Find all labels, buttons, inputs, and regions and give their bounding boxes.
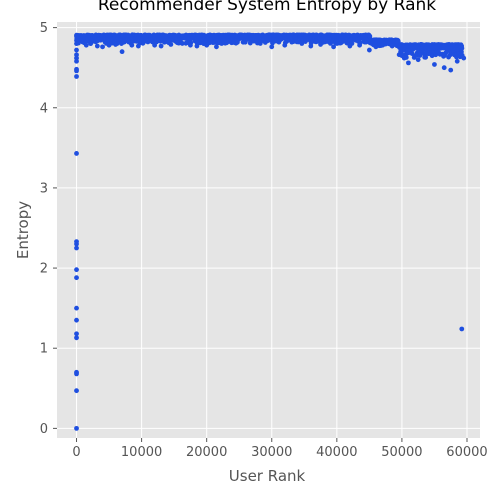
scatter-point-outlier [74, 34, 79, 39]
scatter-point [94, 43, 100, 49]
scatter-point [106, 42, 112, 48]
scatter-point [373, 44, 379, 50]
scatter-point-outlier [74, 275, 79, 281]
scatter-point [119, 49, 125, 55]
scatter-point [399, 53, 405, 59]
axis-ticks: 0 10000 20000 30000 40000 50000 60000 0 1 2 3 4 5 [40, 21, 488, 460]
x-tick-label: 60000 [446, 445, 487, 460]
x-tick-label: 30000 [251, 445, 292, 460]
x-tick-label: 10000 [121, 445, 162, 460]
scatter-point [308, 43, 314, 49]
y-axis-label: Entropy [14, 201, 32, 259]
scatter-point [406, 60, 411, 66]
scatter-point [432, 62, 437, 67]
scatter-point-outlier [74, 47, 79, 53]
scatter-point [422, 54, 428, 60]
plot-background [57, 22, 480, 438]
scatter-point [83, 42, 89, 48]
x-axis-label: User Rank [229, 467, 306, 485]
scatter-point-outlier [74, 305, 79, 311]
y-tick-label: 4 [40, 101, 48, 116]
scatter-point [152, 42, 158, 48]
scatter-point [100, 44, 105, 50]
scatter-point [179, 41, 185, 46]
scatter-point [461, 55, 467, 61]
scatter-point [113, 42, 118, 47]
scatter-point [379, 42, 385, 48]
scatter-point-outlier [74, 331, 79, 337]
scatter-point-outlier [74, 68, 79, 74]
grid-lines [57, 22, 480, 438]
scatter-point [331, 44, 336, 50]
scatter-point-outlier [74, 58, 79, 64]
y-tick-label: 5 [40, 21, 48, 36]
scatter-point-outlier [74, 241, 79, 247]
scatter-point [357, 42, 363, 48]
scatter-point [158, 43, 164, 49]
y-tick-label: 0 [40, 422, 48, 437]
scatter-point-outlier [74, 41, 79, 47]
scatter-point-outlier [459, 326, 465, 332]
scatter-point [204, 42, 210, 48]
scatter-point [188, 42, 193, 48]
scatter-point [214, 44, 219, 50]
y-tick-label: 3 [40, 181, 48, 196]
y-tick-label: 2 [40, 262, 48, 277]
scatter-point [194, 43, 200, 49]
x-tick-label: 0 [72, 445, 80, 460]
scatter-point [282, 42, 288, 48]
scatter-point-outlier [74, 388, 79, 394]
scatter-point-outlier [74, 335, 79, 341]
scatter-point [366, 47, 372, 53]
scatter-points [74, 32, 467, 431]
scatter-point [269, 44, 275, 50]
chart-title: Recommender System Entropy by Rank [98, 0, 436, 15]
scatter-point-outlier [74, 317, 79, 323]
scatter-point [129, 42, 135, 48]
scatter-point [441, 65, 447, 71]
y-tick-label: 1 [40, 342, 48, 357]
scatter-point [403, 55, 409, 60]
x-tick-label: 50000 [381, 445, 422, 460]
scatter-point [415, 57, 421, 63]
scatter-point [389, 43, 395, 49]
scatter-point-outlier [74, 371, 79, 377]
scatter-point [347, 43, 353, 49]
scatter-point [168, 42, 174, 47]
scatter-point [135, 43, 141, 49]
scatter-point-outlier [74, 245, 79, 251]
scatter-point [448, 67, 454, 73]
x-tick-label: 40000 [316, 445, 357, 460]
scatter-point [459, 45, 465, 51]
scatter-point-outlier [74, 151, 79, 156]
scatter-point [74, 425, 79, 431]
scatter-point-outlier [74, 267, 79, 273]
x-tick-label: 20000 [186, 445, 227, 460]
scatter-point-outlier [74, 74, 79, 79]
scatter-point [318, 42, 323, 47]
scatter-point [454, 58, 460, 64]
